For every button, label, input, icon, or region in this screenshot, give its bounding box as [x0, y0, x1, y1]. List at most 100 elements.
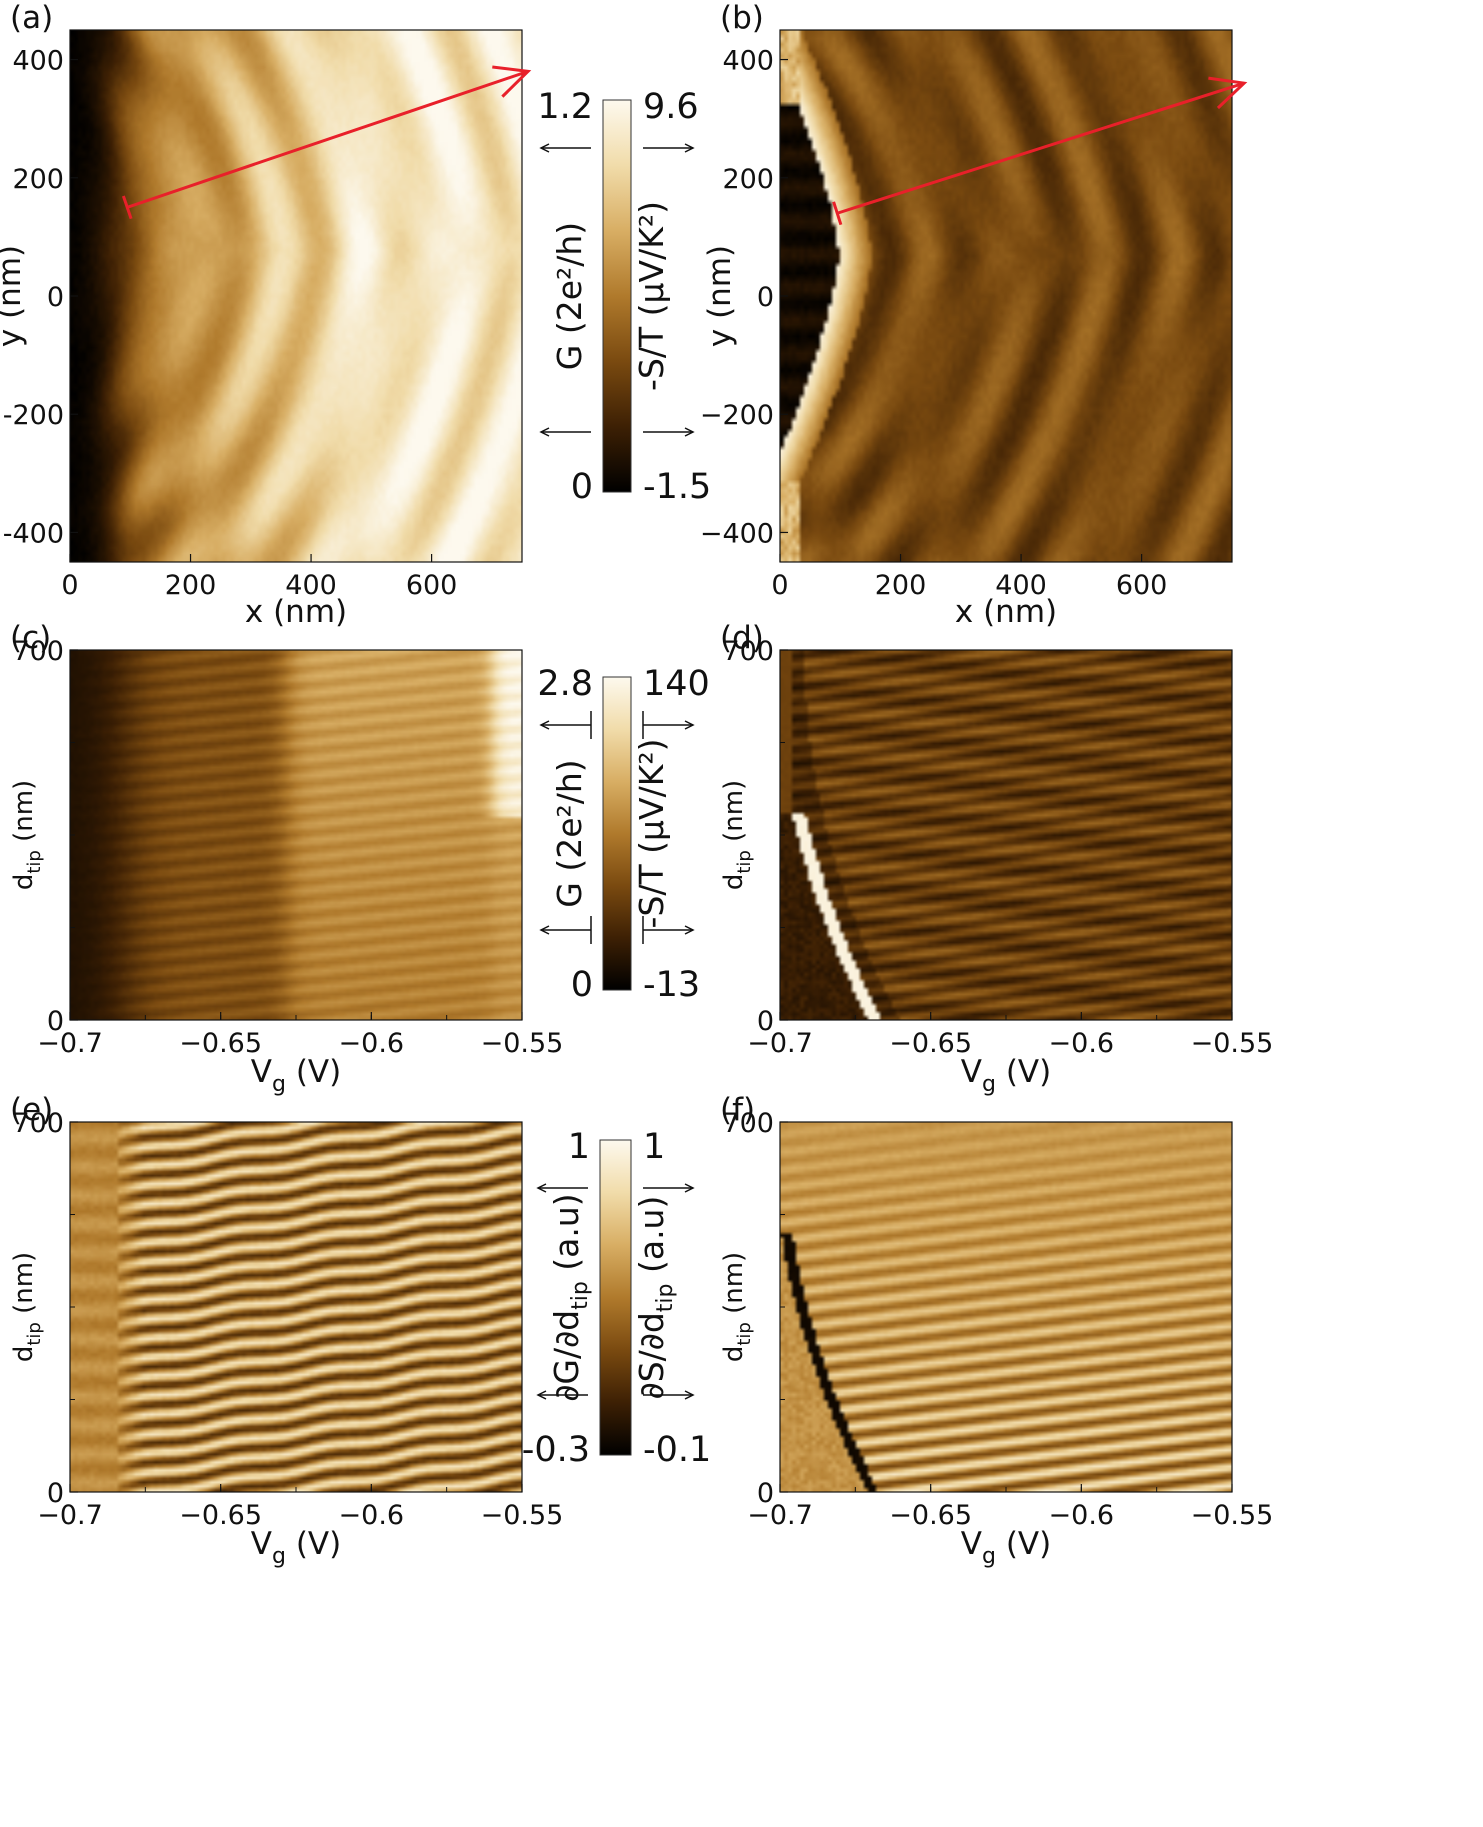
y-tick-label: 700	[722, 636, 774, 667]
y-axis-label: dtip (nm)	[719, 780, 755, 890]
colorbar-left-arrowhead	[539, 427, 550, 437]
panel-e	[69, 1121, 523, 1493]
panel-c	[69, 649, 523, 1021]
heatmap-d	[780, 650, 1232, 1020]
y-axis-label-main: d	[9, 874, 39, 891]
y-axis-label: dtip (nm)	[719, 1252, 755, 1362]
colorbar-left-label-unit: (a.u)	[547, 1193, 586, 1281]
panel-letter-b: (b)	[720, 0, 764, 36]
y-axis-label-main: d	[719, 1346, 749, 1363]
y-tick-label: −200	[700, 400, 774, 431]
x-axis-label: x (nm)	[245, 594, 347, 630]
x-tick-label: 600	[406, 570, 458, 601]
arrow-tail-bar-b	[832, 201, 843, 226]
y-axis-label-unit: (nm)	[9, 1252, 39, 1322]
y-axis-label-sub: tip	[734, 1322, 755, 1345]
panel-letter-e: (e)	[10, 1092, 53, 1128]
colorbar-right-arrowhead	[684, 1183, 695, 1193]
x-axis-label: Vg (V)	[961, 1526, 1051, 1569]
y-tick-label: 700	[722, 1108, 774, 1139]
x-tick-label: −0.65	[179, 1500, 262, 1531]
heatmap-f	[780, 1122, 1232, 1492]
colorbar-right-arrowhead	[684, 143, 695, 153]
heatmap-c	[70, 650, 522, 1020]
colorbar-left-max: 2.8	[537, 664, 593, 704]
y-tick-label: 0	[757, 282, 774, 313]
y-tick-label: 0	[757, 1006, 774, 1037]
x-tick-label: −0.6	[1049, 1028, 1115, 1059]
colorbar-right-min: -13	[643, 965, 700, 1005]
x-axis-label-sub: g	[272, 1544, 286, 1569]
x-tick-label: −0.6	[1049, 1500, 1115, 1531]
colorbar-right-label: ∂S/∂dtip (a.u)	[632, 1196, 678, 1400]
y-tick-label: 0	[47, 1006, 64, 1037]
y-tick-label: 400	[12, 46, 64, 77]
panel-d	[779, 649, 1233, 1021]
colorbar-right-arrowhead	[684, 925, 695, 935]
x-tick-label: 0	[61, 570, 78, 601]
colorbar-left-label: ∂G/∂dtip (a.u)	[547, 1193, 593, 1401]
colorbar-left-arrowhead	[539, 143, 550, 153]
colorbar-gradient	[602, 676, 632, 991]
x-axis-label-sub: g	[982, 1544, 996, 1569]
colorbar-left-min: 0	[571, 965, 593, 1005]
y-tick-label: 400	[722, 46, 774, 77]
colorbar-right-label-sub: tip	[653, 1284, 678, 1313]
x-tick-label: −0.65	[889, 1500, 972, 1531]
arrow-tail-bar-a	[121, 195, 133, 220]
x-axis-label-main: V	[251, 1054, 272, 1090]
colorbar-right-max: 1	[643, 1127, 665, 1167]
x-tick-label: −0.65	[889, 1028, 972, 1059]
x-axis-label: Vg (V)	[251, 1054, 341, 1097]
colorbar-gradient	[602, 99, 632, 493]
panel-letter-d: (d)	[720, 620, 764, 656]
x-tick-label: 600	[1116, 570, 1168, 601]
colorbar-left-arrowhead	[536, 1183, 547, 1193]
x-axis-label-main: V	[961, 1526, 982, 1562]
panel-letter-f: (f)	[720, 1092, 755, 1128]
colorbar-2	[539, 676, 695, 991]
y-axis-label: dtip (nm)	[9, 1252, 45, 1362]
colorbar-left-min: -0.3	[522, 1430, 590, 1470]
x-tick-label: −0.55	[481, 1500, 564, 1531]
colorbar-right-label: -S/T (μV/K²)	[632, 201, 671, 391]
colorbar-3	[536, 1139, 695, 1456]
y-axis-label-unit: (nm)	[719, 780, 749, 850]
x-axis-label: Vg (V)	[961, 1054, 1051, 1097]
y-axis-label-unit: (nm)	[719, 1252, 749, 1322]
colorbar-right-min: -0.1	[643, 1430, 711, 1470]
y-tick-label: -200	[3, 400, 64, 431]
x-axis-label-main: V	[961, 1054, 982, 1090]
arrow-shaft-a	[126, 69, 529, 209]
colorbar-left-max: 1.2	[537, 87, 593, 127]
colorbar-right-arrowhead	[684, 427, 695, 437]
x-axis-label: x (nm)	[955, 594, 1057, 630]
y-axis-label-sub: tip	[734, 850, 755, 873]
panel-letter-c: (c)	[10, 620, 51, 656]
x-tick-label: −0.55	[1191, 1028, 1274, 1059]
colorbar-left-label-sub: tip	[568, 1281, 593, 1310]
colorbar-right-label-unit: (a.u)	[632, 1196, 671, 1284]
x-tick-label: 0	[771, 570, 788, 601]
x-tick-label: 400	[995, 570, 1047, 601]
colorbar-left-arrowhead	[539, 720, 550, 730]
colorbar-right-label-main: -S/T (μV/K²)	[632, 739, 671, 929]
x-tick-label: 400	[285, 570, 337, 601]
x-axis-label-unit: (V)	[286, 1054, 341, 1090]
x-axis-label-sub: g	[272, 1072, 286, 1097]
y-tick-label: 0	[47, 282, 64, 313]
y-tick-label: 0	[757, 1478, 774, 1509]
arrow-shaft-b	[836, 81, 1245, 215]
y-tick-label: -400	[3, 518, 64, 549]
arrow-head-b	[1208, 76, 1248, 110]
x-tick-label: −0.55	[481, 1028, 564, 1059]
colorbar-right-max: 9.6	[643, 87, 699, 127]
x-axis-label-unit: (V)	[996, 1526, 1051, 1562]
x-tick-label: 200	[165, 570, 217, 601]
y-tick-label: 700	[12, 636, 64, 667]
y-axis-label-sub: tip	[24, 850, 45, 873]
y-axis-label-main: d	[9, 1346, 39, 1363]
heatmap-b	[780, 30, 1232, 562]
colorbar-right-max: 140	[643, 664, 710, 704]
